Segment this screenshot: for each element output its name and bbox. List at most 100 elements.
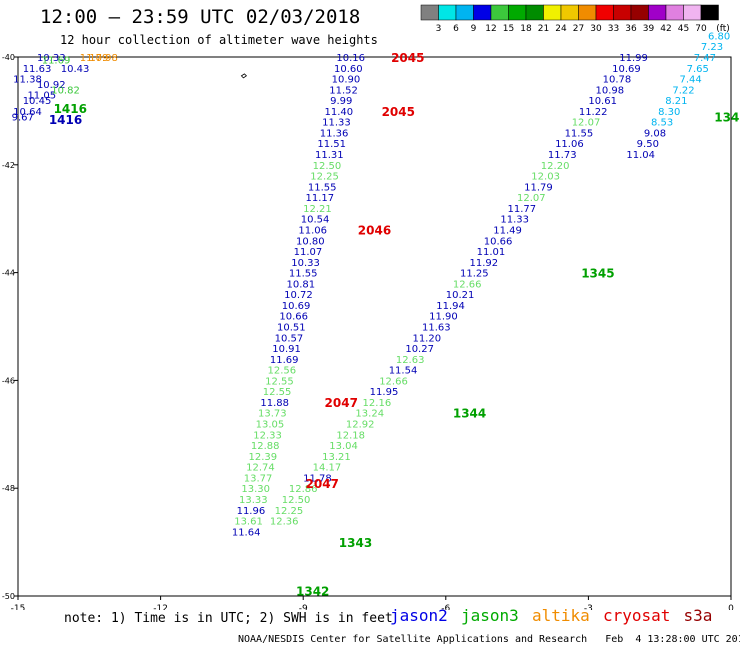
wave-height-value: 10.92	[37, 80, 66, 91]
pass-time-label: 2047	[306, 477, 339, 491]
scale-unit: (ft)	[716, 24, 730, 34]
wave-height-value: 7.65	[687, 64, 709, 75]
wave-height-value: 11.63	[23, 64, 52, 75]
pass-time-label: 1345	[581, 267, 614, 281]
scale-label: 24	[555, 24, 567, 34]
pass-time-label: 2047	[325, 396, 358, 410]
wave-height-value: 10.82	[51, 85, 80, 96]
wave-height-value: 10.81	[287, 279, 316, 290]
wave-height-value: 7.23	[701, 42, 723, 53]
wave-height-value: 7.47	[694, 53, 716, 64]
pass-time-label: 1343	[339, 536, 372, 550]
wave-height-value: 11.05	[27, 91, 56, 102]
lon-tick-label: -9	[299, 604, 308, 610]
wave-height-value: 11.99	[619, 53, 648, 64]
wave-height-value: 13.33	[239, 495, 268, 506]
scale-label: 39	[643, 24, 655, 34]
wave-height-value: 13.61	[234, 517, 263, 528]
wave-height-value: 7.22	[672, 85, 694, 96]
lat-tick-label: -40	[2, 53, 15, 62]
wave-height-value: 13.77	[244, 473, 273, 484]
wave-height-value: 10.61	[588, 96, 617, 107]
wave-height-value: 12.18	[336, 430, 365, 441]
wave-height-value: 11.69	[270, 355, 299, 366]
page-title: 12:00 — 23:59 UTC 02/03/2018	[40, 6, 361, 28]
wave-height-value: 9.67	[12, 112, 34, 123]
wave-height-value: 11.79	[80, 53, 109, 64]
wave-height-value: 12.50	[313, 161, 342, 172]
wave-height-value: 9.50	[637, 139, 659, 150]
pass-time-label: 1416	[54, 102, 87, 116]
wave-height-value: 12.07	[517, 193, 546, 204]
scale-label: 21	[538, 24, 549, 34]
lon-tick-label: 0	[728, 604, 734, 610]
wave-height-value: 13.24	[355, 409, 384, 420]
wave-height-value: 10.69	[612, 64, 641, 75]
wave-height-value: 11.49	[493, 225, 522, 236]
wave-height-value: 11.06	[298, 225, 327, 236]
wave-height-value: 10.60	[334, 64, 363, 75]
wave-height-value: 11.01	[477, 247, 506, 258]
wave-height-value: 11.06	[555, 139, 584, 150]
wave-height-value: 12.25	[275, 506, 304, 517]
wave-height-value: 11.33	[500, 215, 529, 226]
wave-height-value: 12.66	[453, 279, 482, 290]
wave-height-value: 11.04	[626, 150, 655, 161]
page-subtitle: 12 hour collection of altimeter wave hei…	[60, 33, 378, 47]
legend-jason2: jason2	[390, 606, 448, 625]
map-frame	[17, 56, 732, 597]
wave-height-value: 12.88	[251, 441, 280, 452]
wave-height-value: 12.16	[363, 398, 392, 409]
lat-tick-label: -46	[2, 376, 15, 385]
wave-height-value: 10.21	[446, 290, 475, 301]
wave-height-value: 8.21	[665, 96, 687, 107]
lat-tick-label: -48	[2, 484, 15, 493]
wave-height-value: 11.90	[429, 312, 458, 323]
credit-line: NOAA/NESDIS Center for Satellite Applica…	[238, 634, 740, 645]
legend-cryosat: cryosat	[603, 606, 671, 625]
lon-tick-label: -3	[584, 604, 593, 610]
pass-time-label: 1346	[714, 110, 740, 124]
wave-height-value: 12.86	[289, 484, 318, 495]
wave-height-value: 11.55	[308, 182, 337, 193]
wave-height-value: 10.51	[277, 323, 306, 334]
wave-height-value: 10.90	[332, 75, 361, 86]
wave-height-value: 10.98	[89, 53, 118, 64]
wave-height-value: 11.22	[579, 107, 608, 118]
wave-height-value: 12.74	[246, 463, 275, 474]
wave-height-value: 11.31	[315, 150, 344, 161]
wave-height-value: 10.72	[284, 290, 313, 301]
scale-label: 27	[573, 24, 584, 34]
scale-label: 18	[520, 24, 532, 34]
lon-tick-label: -15	[11, 604, 26, 610]
wave-height-value: 12.92	[346, 420, 375, 431]
wave-height-value: 10.33	[291, 258, 320, 269]
wave-height-value: 12.20	[541, 161, 570, 172]
wave-height-value: 11.40	[325, 107, 354, 118]
wave-height-value: 11.79	[524, 182, 553, 193]
wave-height-value: 10.54	[301, 215, 330, 226]
wave-height-value: 10.91	[272, 344, 301, 355]
wave-height-value: 12.50	[282, 495, 311, 506]
color-scale: 3 6 9 12 15 18 21 24 27 30 33 36 39 42 45 70 (ft)	[420, 4, 730, 34]
wave-height-value: 10.69	[282, 301, 311, 312]
wave-height-value: 10.80	[296, 236, 325, 247]
wave-height-value: 10.66	[484, 236, 513, 247]
wave-height-value: 11.77	[508, 204, 537, 215]
pass-time-label: 1344	[453, 407, 486, 421]
wave-height-value: 9.08	[644, 128, 666, 139]
scale-label: 36	[625, 24, 637, 34]
wave-height-value: 11.69	[42, 56, 71, 67]
pass-time-label: 2045	[391, 51, 424, 65]
wave-height-value: 12.33	[253, 430, 282, 441]
scale-label: 45	[678, 24, 689, 34]
wave-height-value: 13.04	[329, 441, 358, 452]
wave-height-value: 11.07	[294, 247, 323, 258]
wave-height-value: 12.03	[531, 172, 560, 183]
wave-height-value: 10.33	[37, 53, 66, 64]
scale-label: 30	[590, 24, 602, 34]
scale-label: 3	[436, 24, 442, 34]
scale-label: 12	[485, 24, 496, 34]
wave-height-value: 10.64	[13, 107, 42, 118]
wave-height-value: 11.51	[317, 139, 346, 150]
